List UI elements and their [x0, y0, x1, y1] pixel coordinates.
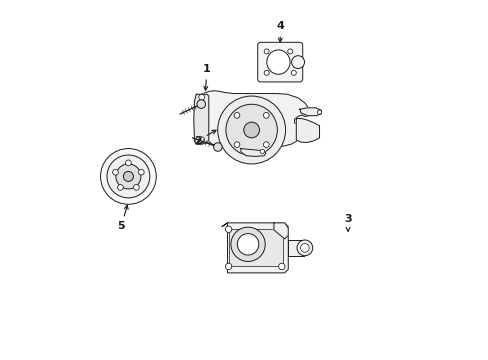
Circle shape [101, 149, 156, 204]
Circle shape [217, 96, 285, 164]
Circle shape [291, 70, 296, 75]
Polygon shape [241, 149, 265, 157]
Circle shape [213, 143, 222, 151]
Circle shape [317, 110, 321, 114]
Circle shape [138, 169, 144, 175]
Circle shape [117, 185, 123, 190]
Polygon shape [273, 223, 287, 239]
Circle shape [244, 122, 259, 138]
Text: 5: 5 [117, 205, 128, 231]
Circle shape [112, 169, 118, 175]
Circle shape [116, 164, 141, 189]
Polygon shape [296, 118, 319, 143]
Circle shape [264, 70, 268, 75]
Circle shape [230, 227, 264, 261]
Circle shape [198, 137, 204, 143]
Circle shape [133, 185, 139, 190]
Circle shape [198, 94, 204, 100]
Circle shape [225, 263, 231, 270]
Polygon shape [222, 223, 287, 273]
Circle shape [125, 160, 131, 166]
Circle shape [234, 112, 239, 118]
Circle shape [197, 100, 205, 108]
FancyBboxPatch shape [257, 42, 302, 82]
Polygon shape [193, 94, 208, 144]
Polygon shape [197, 91, 310, 149]
Polygon shape [299, 108, 321, 116]
Circle shape [234, 142, 239, 148]
Circle shape [300, 244, 308, 252]
Text: 3: 3 [344, 214, 351, 231]
Circle shape [107, 155, 149, 198]
Circle shape [291, 56, 304, 68]
Polygon shape [229, 229, 283, 266]
Circle shape [296, 240, 312, 256]
Polygon shape [287, 240, 304, 256]
Circle shape [237, 234, 258, 255]
Circle shape [264, 49, 268, 54]
Text: 4: 4 [276, 21, 284, 42]
Circle shape [278, 263, 285, 270]
Circle shape [263, 112, 268, 118]
Text: 2: 2 [194, 130, 216, 146]
Circle shape [225, 104, 277, 156]
Circle shape [263, 142, 268, 148]
Text: 1: 1 [203, 64, 210, 90]
Circle shape [123, 171, 133, 181]
Ellipse shape [266, 50, 289, 74]
Circle shape [287, 49, 292, 54]
Circle shape [225, 226, 231, 233]
Circle shape [260, 149, 264, 154]
